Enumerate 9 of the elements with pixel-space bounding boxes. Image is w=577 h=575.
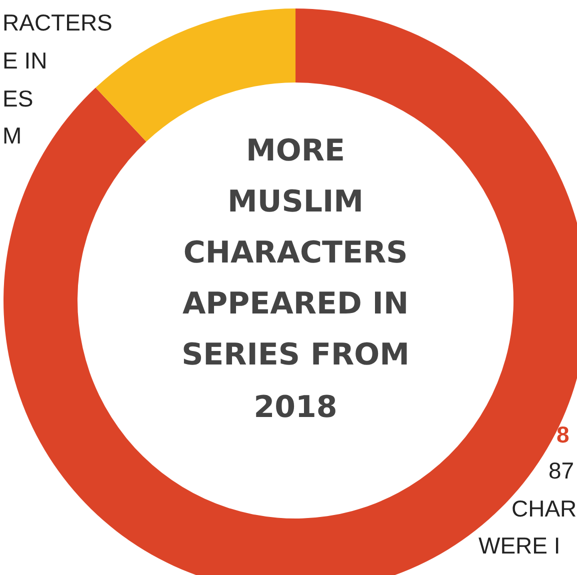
text: WERE I — [478, 532, 560, 558]
text: 87 — [548, 458, 574, 484]
text: 8 — [556, 422, 570, 448]
text: CHAR — [512, 496, 577, 522]
text: M — [2, 122, 22, 148]
text: E IN — [2, 48, 48, 74]
text: RACTERS — [2, 10, 112, 36]
text: ES — [2, 86, 34, 112]
text: MORE MUSLIM CHARACTERS APPEARED IN SERIES FROM 2018 — [182, 134, 410, 425]
